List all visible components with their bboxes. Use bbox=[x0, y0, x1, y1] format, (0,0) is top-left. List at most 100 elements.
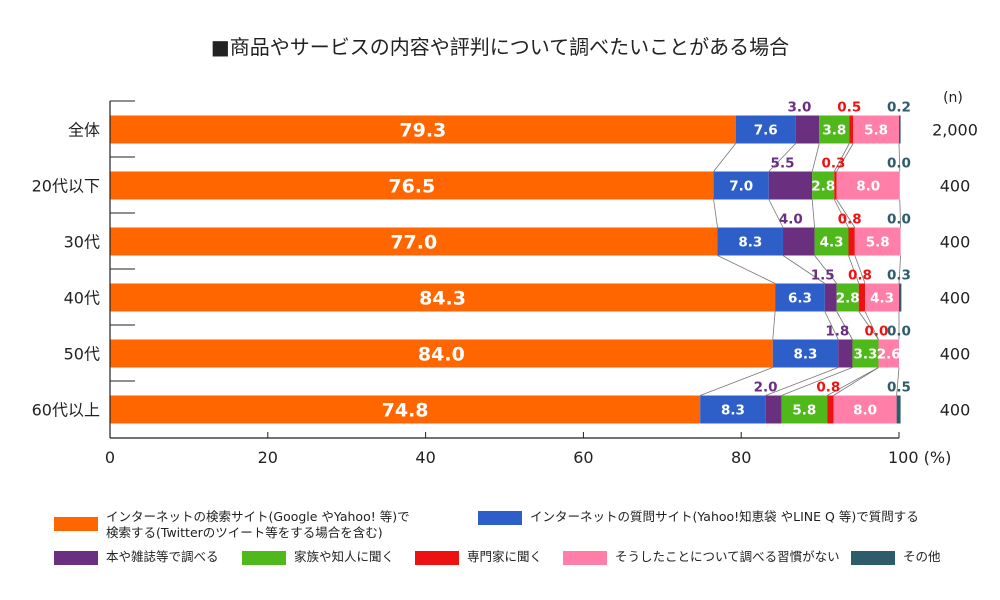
x-tick-label: 80 bbox=[731, 448, 751, 467]
data-label: 8.3 bbox=[738, 235, 762, 251]
data-label: 0.0 bbox=[887, 212, 911, 228]
data-label: 79.3 bbox=[399, 120, 446, 142]
data-label: 5.8 bbox=[866, 235, 890, 251]
data-label: 2.8 bbox=[836, 291, 860, 307]
bar-4-series-1 bbox=[772, 339, 839, 368]
x-tick-label: 20 bbox=[258, 448, 278, 467]
bar-4-series-0 bbox=[110, 339, 773, 368]
legend-swatch bbox=[54, 517, 98, 531]
legend-label: その他 bbox=[903, 549, 941, 564]
data-label: 2.8 bbox=[811, 179, 835, 195]
connector-line bbox=[717, 255, 776, 284]
bar-0-series-0 bbox=[110, 115, 736, 144]
n-value-label: 400 bbox=[940, 289, 971, 308]
data-label: 74.8 bbox=[382, 400, 429, 422]
bar-2-series-0 bbox=[110, 227, 718, 256]
bar-5-series-5 bbox=[833, 395, 897, 424]
category-label: 40代 bbox=[64, 289, 100, 308]
data-label: 7.6 bbox=[754, 123, 778, 139]
bar-4-series-2 bbox=[838, 339, 853, 368]
data-label: 5.5 bbox=[771, 156, 795, 172]
connector-line bbox=[854, 255, 866, 284]
connector-line bbox=[765, 367, 839, 396]
data-label: 7.0 bbox=[729, 179, 753, 195]
n-value-label: 2,000 bbox=[932, 121, 978, 140]
bar-3-series-1 bbox=[775, 283, 825, 312]
data-label: 0.0 bbox=[887, 324, 911, 340]
connector-line bbox=[898, 143, 901, 172]
data-label: 0.0 bbox=[865, 324, 889, 340]
bar-1-series-2 bbox=[768, 171, 813, 200]
bar-0-series-1 bbox=[735, 115, 796, 144]
n-column-header: (n) bbox=[943, 90, 963, 106]
legend-label: 家族や知人に聞く bbox=[294, 549, 395, 564]
data-label: 3.0 bbox=[788, 100, 812, 116]
connector-line bbox=[827, 367, 879, 396]
data-label: 2.6 bbox=[877, 347, 901, 363]
data-label: 4.0 bbox=[779, 212, 803, 228]
bar-5-series-3 bbox=[781, 395, 828, 424]
data-label: 0.5 bbox=[837, 100, 861, 116]
bar-2-series-2 bbox=[783, 227, 815, 256]
legend-swatch bbox=[851, 551, 895, 565]
connector-line bbox=[896, 367, 900, 396]
connector-line bbox=[899, 199, 901, 228]
bar-0-series-6 bbox=[899, 115, 901, 144]
data-label: 84.0 bbox=[418, 344, 465, 366]
legend-swatch bbox=[54, 551, 98, 565]
data-label: 6.3 bbox=[788, 291, 812, 307]
data-label: 76.5 bbox=[388, 176, 435, 198]
data-label: 84.3 bbox=[419, 288, 466, 310]
data-label: 0.2 bbox=[887, 100, 911, 116]
n-value-label: 400 bbox=[940, 345, 971, 364]
data-label: 0.8 bbox=[816, 380, 840, 396]
connector-line bbox=[768, 199, 784, 228]
bar-1-series-1 bbox=[713, 171, 769, 200]
bar-2-series-1 bbox=[717, 227, 784, 256]
connector-line bbox=[713, 199, 718, 228]
bar-3-series-0 bbox=[110, 283, 776, 312]
data-label: 0.0 bbox=[887, 156, 911, 172]
data-labels: 全体 2,000 79.3 7.6 3.0 3.8 0.5 5.8 0.2 20代以下 400 76.… bbox=[32, 100, 978, 422]
connector-line bbox=[836, 311, 853, 340]
data-label: 1.5 bbox=[811, 268, 835, 284]
data-label: 3.8 bbox=[822, 123, 846, 139]
data-label: 4.3 bbox=[870, 291, 894, 307]
n-value-label: 400 bbox=[940, 233, 971, 252]
bar-1-series-0 bbox=[110, 171, 714, 200]
connector-line bbox=[858, 311, 879, 340]
category-label: 50代 bbox=[64, 345, 100, 364]
bar-segments bbox=[110, 115, 902, 424]
connector-line bbox=[824, 311, 839, 340]
bar-3-series-5 bbox=[865, 283, 899, 312]
data-label: 4.3 bbox=[820, 235, 844, 251]
data-label: 0.8 bbox=[848, 268, 872, 284]
connector-lines bbox=[700, 143, 901, 396]
category-label: 20代以下 bbox=[32, 177, 100, 196]
data-label: 8.3 bbox=[794, 347, 818, 363]
bar-0-series-3 bbox=[819, 115, 850, 144]
data-label: 5.8 bbox=[792, 403, 816, 419]
x-tick-label: 40 bbox=[415, 448, 435, 467]
bar-5-series-0 bbox=[110, 395, 701, 424]
data-label: 0.3 bbox=[887, 268, 911, 284]
chart-title: ■商品やサービスの内容や評判について調べたいことがある場合 bbox=[211, 35, 789, 59]
category-label: 全体 bbox=[68, 121, 100, 140]
bar-4-series-3 bbox=[852, 339, 879, 368]
connector-line bbox=[814, 255, 837, 284]
bar-2-series-3 bbox=[814, 227, 849, 256]
legend-label: 本や雑誌等で調べる bbox=[106, 549, 219, 564]
bar-0-series-5 bbox=[853, 115, 899, 144]
connector-line bbox=[811, 199, 815, 228]
legend-swatch bbox=[415, 551, 459, 565]
legend-label: 専門家に聞く bbox=[467, 549, 543, 564]
connector-line bbox=[781, 367, 853, 396]
data-label: 8.3 bbox=[721, 403, 745, 419]
bar-5-series-4 bbox=[827, 395, 834, 424]
connector-line bbox=[836, 143, 854, 172]
legend-label: そうしたことについて調べる習慣がない bbox=[615, 549, 840, 564]
connector-line bbox=[700, 367, 773, 396]
data-label: 0.5 bbox=[887, 380, 911, 396]
bar-0-series-2 bbox=[795, 115, 820, 144]
x-tick-label: 60 bbox=[573, 448, 593, 467]
